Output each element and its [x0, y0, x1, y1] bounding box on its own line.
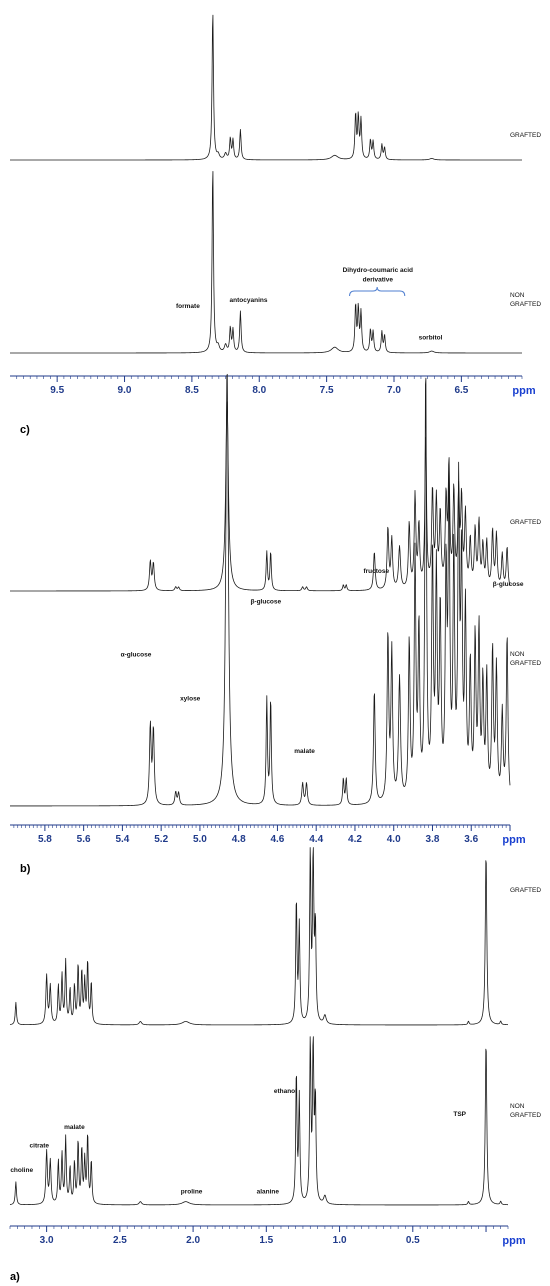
peak-annotation: choline [10, 1167, 33, 1174]
series-label-grafted: GRAFTED [510, 132, 541, 139]
peak-annotation: malate [64, 1124, 85, 1131]
tick-label: 7.0 [387, 385, 401, 396]
tick-label: 1.0 [333, 1235, 347, 1246]
series-label-non-grafted: GRAFTED [510, 660, 541, 667]
tick-label: 9.0 [118, 385, 132, 396]
tick-label: 4.4 [309, 834, 323, 845]
series-label-grafted: GRAFTED [510, 887, 541, 894]
tick-label: 0.5 [406, 1235, 420, 1246]
tick-label: 8.5 [185, 385, 199, 396]
spectrum-trace-aromatic-grafted [10, 14, 522, 161]
peak-annotation: alanine [257, 1189, 280, 1196]
tick-label: 3.0 [40, 1235, 54, 1246]
series-label-non-grafted: GRAFTED [510, 301, 541, 308]
peak-annotation: proline [181, 1189, 203, 1196]
tick-label: 9.5 [50, 385, 64, 396]
tick-label: 2.5 [113, 1235, 127, 1246]
peak-annotation: sorbitol [419, 335, 443, 342]
x-axis-label-ppm: ppm [502, 1235, 525, 1247]
panel-label-a: a) [10, 1271, 20, 1283]
tick-label: 5.4 [115, 834, 129, 845]
peak-annotation: TSP [453, 1111, 466, 1118]
peak-annotation: ethanol [274, 1088, 297, 1095]
peak-annotation: β-glucose [493, 581, 524, 588]
tick-label: 4.0 [387, 834, 401, 845]
series-label-non: NON [510, 292, 525, 299]
series-label-non: NON [510, 651, 525, 658]
peak-annotation: derivative [363, 277, 394, 284]
spectrum-trace-sugar-non-grafted [10, 373, 511, 807]
series-label-grafted: GRAFTED [510, 519, 541, 526]
tick-label: 1.5 [259, 1235, 273, 1246]
tick-label: 4.6 [270, 834, 284, 845]
tick-label: 8.0 [252, 385, 266, 396]
spectrum-trace-aliphatic-non-grafted [9, 1036, 509, 1206]
peak-annotation: formate [176, 303, 200, 310]
spectrum-panel-aromatic: GRAFTED NON GRAFTED formate antocyanins Dihyd… [10, 14, 541, 397]
tick-label: 7.5 [320, 385, 334, 396]
spectrum-trace-aromatic-non-grafted [10, 171, 522, 354]
peak-annotation: Dihydro-coumaric acid [343, 267, 413, 274]
tick-label: 3.6 [464, 834, 478, 845]
peak-annotation: antocyanins [230, 297, 268, 304]
x-axis-label-ppm: ppm [512, 385, 535, 397]
tick-label: 6.5 [454, 385, 468, 396]
peak-annotation: citrate [30, 1142, 50, 1149]
panel-label: b) [20, 863, 31, 875]
spectrum-panel-aliphatic: GRAFTED NON GRAFTED choline citrate malate pro… [9, 847, 541, 1247]
peak-annotation: β-glucose [250, 599, 281, 606]
tick-label: 3.8 [426, 834, 440, 845]
peak-annotation: α-glucose [121, 651, 152, 658]
peak-annotation: fructose [363, 568, 389, 575]
series-label-non-grafted: GRAFTED [510, 1112, 541, 1119]
peak-annotation: malate [294, 748, 315, 755]
spectrum-trace-sugar-grafted [10, 401, 511, 592]
spectrum-panel-sugar: GRAFTED NON GRAFTED α-glucose xylose β-glucos… [10, 335, 541, 846]
tick-label: 5.2 [154, 834, 168, 845]
tick-label: 5.6 [77, 834, 91, 845]
panel-label: c) [20, 424, 30, 436]
peak-annotation: xylose [180, 695, 201, 702]
tick-label: 2.0 [186, 1235, 200, 1246]
x-axis-label-ppm: ppm [502, 834, 525, 846]
series-label-non: NON [510, 1103, 525, 1110]
bracket [349, 286, 406, 296]
tick-label: 5.0 [193, 834, 207, 845]
tick-label: 5.8 [38, 834, 52, 845]
tick-label: 4.8 [232, 834, 246, 845]
tick-label: 4.2 [348, 834, 362, 845]
spectrum-trace-aliphatic-grafted [9, 847, 509, 1026]
